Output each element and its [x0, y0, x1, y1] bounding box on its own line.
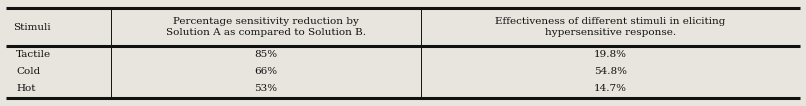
- Text: 53%: 53%: [255, 84, 278, 93]
- Text: Cold: Cold: [16, 67, 40, 76]
- Text: Effectiveness of different stimuli in eliciting
hypersensitive response.: Effectiveness of different stimuli in el…: [495, 17, 725, 37]
- Text: 19.8%: 19.8%: [594, 50, 627, 59]
- Text: 66%: 66%: [255, 67, 278, 76]
- Text: Hot: Hot: [16, 84, 35, 93]
- Text: Percentage sensitivity reduction by
Solution A as compared to Solution B.: Percentage sensitivity reduction by Solu…: [166, 17, 366, 37]
- Text: Stimuli: Stimuli: [13, 23, 51, 32]
- Text: 85%: 85%: [255, 50, 278, 59]
- Text: 54.8%: 54.8%: [594, 67, 627, 76]
- Text: 14.7%: 14.7%: [594, 84, 627, 93]
- Text: Tactile: Tactile: [16, 50, 52, 59]
